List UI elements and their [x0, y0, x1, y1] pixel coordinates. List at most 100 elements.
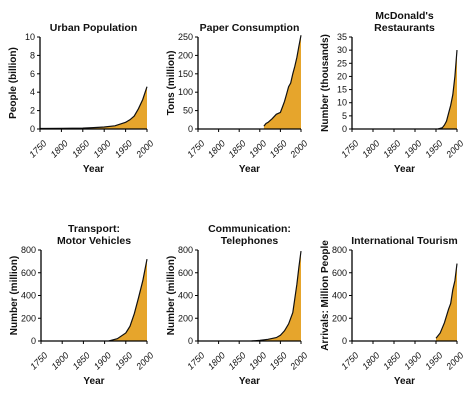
y-tick-label: 10	[337, 98, 347, 108]
y-axis-label: Arrivals: Million People	[320, 240, 331, 351]
y-tick-label: 0	[342, 336, 347, 346]
y-tick-label: 250	[178, 32, 193, 42]
x-tick-label: 1950	[268, 138, 289, 159]
chart-title: McDonald's	[375, 10, 434, 22]
y-tick-label: 800	[178, 245, 193, 255]
x-axis-label: Year	[83, 376, 104, 387]
chart-title: International Tourism	[351, 235, 458, 247]
data-area	[436, 263, 457, 341]
x-tick-label: 1800	[206, 350, 227, 371]
chart-panel: 0 200 400 600 800 1750 1800 1850 1900 1950 2000 Yea…	[9, 223, 155, 387]
y-tick-label: 0	[30, 124, 35, 134]
x-tick-label: 2000	[134, 138, 156, 160]
y-tick-label: 800	[332, 245, 347, 255]
y-tick-label: 2	[30, 106, 35, 116]
chart-title: Communication:	[208, 223, 291, 235]
y-tick-label: 200	[178, 50, 193, 60]
x-tick-label: 2000	[288, 350, 310, 372]
y-tick-label: 600	[21, 268, 36, 278]
x-tick-label: 1800	[206, 138, 227, 159]
y-tick-label: 30	[337, 45, 347, 55]
chart-title: Urban Population	[50, 22, 138, 34]
y-tick-label: 4	[30, 87, 35, 97]
y-axis-label: Number (million)	[9, 256, 20, 335]
x-tick-label: 1950	[423, 350, 444, 371]
x-tick-label: 1750	[185, 350, 206, 371]
x-tick-label: 1900	[92, 350, 113, 371]
x-tick-label: 1750	[27, 138, 48, 159]
y-tick-label: 600	[178, 268, 193, 278]
data-area	[40, 86, 147, 129]
y-tick-label: 0	[31, 336, 36, 346]
x-tick-label: 1850	[70, 138, 91, 159]
x-tick-label: 1800	[360, 350, 381, 371]
x-tick-label: 2000	[134, 350, 156, 372]
y-tick-label: 150	[178, 69, 193, 79]
chart-panel: 0 50 100 150 200 250 1750 1800 1850 1900 1950 2000 Y…	[166, 22, 309, 175]
x-tick-label: 1900	[247, 350, 268, 371]
x-tick-label: 1950	[423, 138, 444, 159]
y-tick-label: 6	[30, 69, 35, 79]
x-tick-label: 1800	[360, 138, 381, 159]
x-tick-label: 1900	[402, 350, 423, 371]
x-tick-label: 1800	[49, 350, 70, 371]
y-tick-label: 400	[178, 291, 193, 301]
x-tick-label: 2000	[288, 138, 310, 160]
data-line	[251, 251, 302, 342]
x-tick-label: 1900	[247, 138, 268, 159]
chart-title: Motor Vehicles	[57, 235, 131, 247]
chart-title: Paper Consumption	[200, 22, 300, 34]
chart-title: Telephones	[221, 235, 279, 247]
data-area	[263, 35, 301, 130]
y-tick-label: 200	[21, 313, 36, 323]
x-tick-label: 1850	[381, 138, 402, 159]
x-tick-label: 1850	[226, 138, 247, 159]
chart-title: Transport:	[68, 223, 120, 235]
x-tick-label: 1750	[339, 138, 360, 159]
y-tick-label: 15	[337, 85, 347, 95]
y-tick-label: 20	[337, 71, 347, 81]
y-tick-label: 200	[178, 313, 193, 323]
y-axis-label: Tons (million)	[166, 51, 177, 116]
y-tick-label: 0	[188, 124, 193, 134]
x-axis-label: Year	[83, 164, 104, 175]
x-tick-label: 2000	[444, 350, 466, 372]
y-tick-label: 0	[188, 336, 193, 346]
y-tick-label: 400	[21, 291, 36, 301]
y-tick-label: 8	[30, 50, 35, 60]
data-line	[435, 263, 458, 339]
data-area	[108, 259, 147, 341]
y-tick-label: 10	[25, 32, 35, 42]
x-tick-label: 1900	[91, 138, 112, 159]
x-axis-label: Year	[394, 376, 415, 387]
data-line	[437, 50, 458, 130]
y-tick-label: 800	[21, 245, 36, 255]
y-axis-label: Number (million)	[166, 256, 177, 335]
x-tick-label: 1850	[381, 350, 402, 371]
x-tick-label: 1800	[49, 138, 70, 159]
y-tick-label: 100	[178, 87, 193, 97]
x-tick-label: 1850	[71, 350, 92, 371]
y-tick-label: 600	[332, 268, 347, 278]
x-tick-label: 1950	[113, 138, 134, 159]
data-area	[438, 50, 457, 129]
x-axis-label: Year	[239, 164, 260, 175]
x-tick-label: 1950	[268, 350, 289, 371]
x-tick-label: 1850	[226, 350, 247, 371]
y-tick-label: 200	[332, 313, 347, 323]
x-tick-label: 1950	[113, 350, 134, 371]
x-axis-label: Year	[394, 164, 415, 175]
y-tick-label: 50	[183, 106, 193, 116]
y-tick-label: 25	[337, 58, 347, 68]
x-tick-label: 1750	[185, 138, 206, 159]
x-tick-label: 1750	[339, 350, 360, 371]
x-axis-label: Year	[239, 376, 260, 387]
chart-panel: 0 5 10 15 20 25 30 35 1750 1800 1850 1900 1950 2000 Ye…	[320, 10, 465, 175]
y-axis-label: People (billion)	[8, 47, 19, 119]
data-line	[263, 35, 302, 127]
chart-title: Restaurants	[374, 22, 435, 34]
x-tick-label: 1900	[402, 138, 423, 159]
data-line	[108, 258, 148, 342]
y-axis-label: Number (thousands)	[320, 34, 331, 132]
